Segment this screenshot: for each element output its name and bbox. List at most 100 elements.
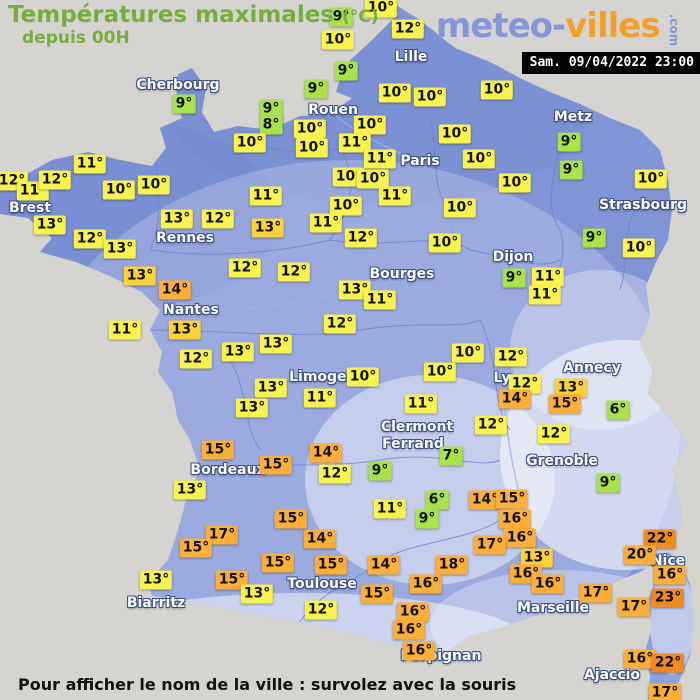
- temperature-badge[interactable]: 11°: [303, 388, 337, 408]
- temperature-badge[interactable]: 17°: [205, 525, 239, 545]
- temperature-badge[interactable]: 10°: [428, 233, 462, 253]
- temperature-badge[interactable]: 14°: [367, 555, 401, 575]
- temperature-badge[interactable]: 6°: [606, 400, 630, 420]
- temperature-badge[interactable]: 16°: [402, 641, 436, 661]
- temperature-badge[interactable]: 15°: [179, 538, 213, 558]
- temperature-badge[interactable]: 12°: [508, 374, 542, 394]
- temperature-badge[interactable]: 12°: [201, 209, 235, 229]
- temperature-badge[interactable]: 12°: [38, 170, 72, 190]
- temperature-badge[interactable]: 13°: [160, 209, 194, 229]
- temperature-badge[interactable]: 10°: [321, 30, 355, 50]
- temperature-badge[interactable]: 10°: [462, 149, 496, 169]
- temperature-badge[interactable]: 14°: [498, 389, 532, 409]
- temperature-badge[interactable]: 10°: [378, 83, 412, 103]
- temperature-badge[interactable]: 10°: [346, 367, 380, 387]
- temperature-badge[interactable]: 16°: [409, 574, 443, 594]
- temperature-badge[interactable]: 13°: [240, 584, 274, 604]
- temperature-badge[interactable]: 10°: [438, 124, 472, 144]
- temperature-badge[interactable]: 11°: [404, 394, 438, 414]
- temperature-badge[interactable]: 9°: [329, 7, 353, 27]
- temperature-badge[interactable]: 17°: [617, 597, 651, 617]
- temperature-badge[interactable]: 11°: [108, 320, 142, 340]
- temperature-badge[interactable]: 13°: [338, 280, 372, 300]
- temperature-badge[interactable]: 11°: [363, 149, 397, 169]
- temperature-badge[interactable]: 11°: [378, 186, 412, 206]
- temperature-badge[interactable]: 9°: [596, 473, 620, 493]
- temperature-badge[interactable]: 10°: [413, 87, 447, 107]
- temperature-badge[interactable]: 16°: [396, 602, 430, 622]
- temperature-badge[interactable]: 10°: [329, 196, 363, 216]
- temperature-badge[interactable]: 14°: [158, 280, 192, 300]
- temperature-badge[interactable]: 10°: [137, 175, 171, 195]
- temperature-badge[interactable]: 15°: [548, 394, 582, 414]
- temperature-badge[interactable]: 13°: [221, 342, 255, 362]
- temperature-badge[interactable]: 10°: [293, 119, 327, 139]
- temperature-badge[interactable]: 12°: [537, 424, 571, 444]
- temperature-badge[interactable]: 16°: [623, 649, 657, 669]
- temperature-badge[interactable]: 10°: [451, 343, 485, 363]
- temperature-badge[interactable]: 10°: [102, 180, 136, 200]
- temperature-badge[interactable]: 10°: [622, 238, 656, 258]
- temperature-badge[interactable]: 13°: [251, 218, 285, 238]
- temperature-badge[interactable]: 14°: [309, 443, 343, 463]
- temperature-badge[interactable]: 20°: [623, 545, 657, 565]
- temperature-badge[interactable]: 13°: [254, 378, 288, 398]
- temperature-badge[interactable]: 10°: [423, 362, 457, 382]
- temperature-badge[interactable]: 9°: [557, 132, 581, 152]
- meteo-villes-logo[interactable]: meteo-villes .com: [436, 6, 690, 46]
- temperature-badge[interactable]: 15°: [259, 455, 293, 475]
- temperature-badge[interactable]: 11°: [373, 499, 407, 519]
- temperature-badge[interactable]: 16°: [392, 620, 426, 640]
- temperature-badge[interactable]: 13°: [123, 266, 157, 286]
- temperature-badge[interactable]: 8°: [259, 115, 283, 135]
- temperature-badge[interactable]: 12°: [304, 600, 338, 620]
- temperature-badge[interactable]: 10°: [634, 169, 668, 189]
- temperature-badge[interactable]: 11°: [309, 213, 343, 233]
- temperature-badge[interactable]: 16°: [653, 565, 687, 585]
- temperature-badge[interactable]: 10°: [480, 80, 514, 100]
- temperature-badge[interactable]: 10°: [498, 173, 532, 193]
- temperature-badge[interactable]: 14°: [303, 529, 337, 549]
- temperature-badge[interactable]: 12°: [391, 19, 425, 39]
- temperature-badge[interactable]: 12°: [474, 415, 508, 435]
- temperature-badge[interactable]: 9°: [582, 228, 606, 248]
- temperature-badge[interactable]: 15°: [360, 584, 394, 604]
- temperature-badge[interactable]: 22°: [643, 529, 677, 549]
- temperature-badge[interactable]: 12°: [228, 258, 262, 278]
- temperature-badge[interactable]: 13°: [235, 398, 269, 418]
- temperature-badge[interactable]: 10°: [353, 115, 387, 135]
- temperature-badge[interactable]: 17°: [648, 683, 682, 700]
- temperature-badge[interactable]: 16°: [531, 574, 565, 594]
- temperature-badge[interactable]: 17°: [473, 535, 507, 555]
- temperature-badge[interactable]: 13°: [520, 548, 554, 568]
- temperature-badge[interactable]: 16°: [498, 509, 532, 529]
- temperature-badge[interactable]: 9°: [304, 79, 328, 99]
- temperature-badge[interactable]: 13°: [554, 378, 588, 398]
- temperature-badge[interactable]: 7°: [439, 446, 463, 466]
- temperature-badge[interactable]: 9°: [259, 99, 283, 119]
- temperature-badge[interactable]: 15°: [201, 440, 235, 460]
- temperature-badge[interactable]: 15°: [274, 509, 308, 529]
- temperature-badge[interactable]: 12°: [344, 228, 378, 248]
- temperature-badge[interactable]: 11°: [363, 290, 397, 310]
- temperature-badge[interactable]: 11°: [249, 186, 283, 206]
- temperature-badge[interactable]: 15°: [495, 489, 529, 509]
- temperature-badge[interactable]: 11°: [531, 267, 565, 287]
- temperature-badge[interactable]: 12°: [73, 229, 107, 249]
- temperature-badge[interactable]: 16°: [503, 528, 537, 548]
- temperature-badge[interactable]: 22°: [651, 653, 685, 673]
- temperature-badge[interactable]: 15°: [314, 555, 348, 575]
- temperature-badge[interactable]: 11°: [73, 154, 107, 174]
- temperature-badge[interactable]: 13°: [139, 570, 173, 590]
- temperature-badge[interactable]: 23°: [651, 588, 685, 608]
- temperature-badge[interactable]: 9°: [559, 160, 583, 180]
- temperature-badge[interactable]: 10°: [364, 0, 398, 18]
- temperature-badge[interactable]: 17°: [579, 583, 613, 603]
- temperature-badge[interactable]: 10°: [233, 133, 267, 153]
- temperature-badge[interactable]: 13°: [33, 215, 67, 235]
- temperature-badge[interactable]: 12°: [494, 347, 528, 367]
- temperature-badge[interactable]: 9°: [368, 461, 392, 481]
- temperature-badge[interactable]: 9°: [502, 268, 526, 288]
- temperature-badge[interactable]: 15°: [261, 553, 295, 573]
- temperature-badge[interactable]: 13°: [259, 334, 293, 354]
